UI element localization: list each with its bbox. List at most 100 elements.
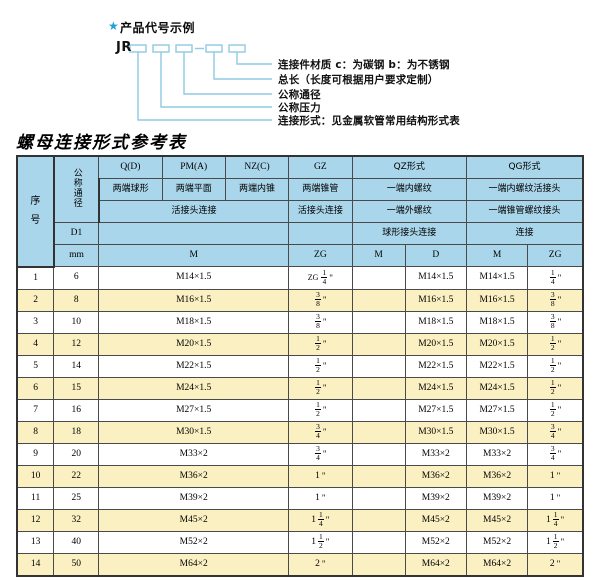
- cell-qz-d: M18×1.5: [404, 310, 467, 334]
- table-row: 11 25 M39×2 1 " M39×2 M39×2 1 ": [16, 486, 585, 510]
- cell-qz-m: [351, 376, 406, 400]
- cell-qg-zg: 1 ": [527, 486, 585, 510]
- cell-gz: 1 ": [288, 486, 353, 510]
- cell-dn: 16: [53, 398, 100, 422]
- cell-dn: 20: [53, 442, 100, 466]
- cell-qg-zg: 1 4 ": [527, 266, 585, 290]
- header-group-code-0: Q(D): [98, 155, 163, 179]
- code-box-3: [175, 44, 193, 53]
- cell-thread-m: M33×2: [98, 442, 290, 466]
- header-thread-qg-zg: ZG: [527, 244, 585, 267]
- cell-dn: 25: [53, 486, 100, 510]
- bullet-star-icon: ★: [108, 19, 119, 33]
- cell-qg-m: M36×2: [465, 464, 529, 488]
- cell-qg-m: M14×1.5: [465, 266, 529, 290]
- cell-seq: 13: [16, 530, 55, 554]
- cell-qz-m: [351, 288, 406, 312]
- cell-thread-m: M64×2: [98, 552, 290, 577]
- cell-thread-m: M22×1.5: [98, 354, 290, 378]
- cell-seq: 11: [16, 486, 55, 510]
- cell-thread-m: M14×1.5: [98, 266, 290, 290]
- table-row: 5 14 M22×1.5 1 2 " M22×1.5 M22×1.5 1 2 ": [16, 354, 585, 378]
- cell-seq: 3: [16, 310, 55, 334]
- cell-gz: 3 8 ": [288, 288, 353, 312]
- cell-qg-zg: 3 8 ": [527, 310, 585, 334]
- cell-qg-zg: 1 2 ": [527, 332, 585, 356]
- cell-gz: 1 ": [288, 464, 353, 488]
- diagram-note-diameter: 公称通径: [278, 89, 321, 101]
- cell-gz: 1 1 2 ": [288, 530, 353, 554]
- header-group-type-1: 两端平面: [161, 178, 226, 201]
- diagram-note-material: 连接件材质 c：为碳钢 b：为不锈钢: [278, 59, 450, 71]
- header-thread-qz-d: D: [404, 244, 467, 267]
- cell-gz: 1 2 ": [288, 398, 353, 422]
- cell-qg-zg: 2 ": [527, 552, 585, 577]
- diagram-note-length: 总长（长度可根据用户要求定制）: [278, 74, 439, 86]
- cell-dn: 12: [53, 332, 100, 356]
- cell-qg-m: M39×2: [465, 486, 529, 510]
- product-code-diagram: ★ 产品代号示例 JR 连接件材质 c：为碳钢 b：为不锈钢 总长（长度可根据用…: [0, 0, 600, 128]
- cell-thread-m: M52×2: [98, 530, 290, 554]
- code-box-2: [152, 44, 170, 53]
- table-row: 10 22 M36×2 1 " M36×2 M36×2 1 ": [16, 464, 585, 488]
- cell-dn: 8: [53, 288, 100, 312]
- cell-qg-m: M30×1.5: [465, 420, 529, 444]
- header-group-conn2-4: 球形接头连接: [351, 222, 467, 245]
- cell-qz-m: [351, 310, 406, 334]
- cell-gz: 1 1 4 ": [288, 508, 353, 532]
- header-blank-b: [288, 222, 353, 245]
- cell-thread-m: M24×1.5: [98, 376, 290, 400]
- cell-dn: 10: [53, 310, 100, 334]
- cell-qz-d: M39×2: [404, 486, 467, 510]
- cell-thread-m: M39×2: [98, 486, 290, 510]
- table-header-row-code: 序 号 公称通径 Q(D) PM(A) NZ(C) GZ QZ形式 QG形式: [16, 155, 584, 268]
- header-group-code-4: QZ形式: [351, 155, 467, 179]
- header-group-type-3: 两端锥管: [288, 178, 353, 201]
- cell-qz-m: [351, 530, 406, 554]
- cell-qz-m: [351, 354, 406, 378]
- cell-qg-zg: 1 ": [527, 464, 585, 488]
- cell-qg-m: M16×1.5: [465, 288, 529, 312]
- cell-dn: 40: [53, 530, 100, 554]
- code-prefix-label: JR: [116, 40, 132, 55]
- cell-thread-m: M45×2: [98, 508, 290, 532]
- header-thread-gz: ZG: [288, 244, 353, 267]
- header-group-conn-3: 活接头连接: [288, 200, 353, 223]
- cell-gz: 1 2 ": [288, 354, 353, 378]
- cell-qg-zg: 1 2 ": [527, 376, 585, 400]
- cell-qz-d: M14×1.5: [404, 266, 467, 290]
- cell-qz-m: [351, 332, 406, 356]
- cell-qg-m: M22×1.5: [465, 354, 529, 378]
- cell-qz-m: [351, 266, 406, 290]
- table-row: 8 18 M30×1.5 3 4 " M30×1.5 M30×1.5 3 4 ": [16, 420, 585, 444]
- table-header-row-d1: D1 球形接头连接 连接: [17, 222, 584, 245]
- cell-thread-m: M27×1.5: [98, 398, 290, 422]
- cell-dn: 32: [53, 508, 100, 532]
- header-dn-unit: mm: [52, 244, 100, 267]
- cell-gz: 3 8 ": [288, 310, 353, 334]
- cell-qz-d: M27×1.5: [404, 398, 467, 422]
- cell-seq: 4: [16, 332, 55, 356]
- cell-qg-zg: 1 1 4 ": [527, 508, 585, 532]
- spec-table-container: 序 号 公称通径 Q(D) PM(A) NZ(C) GZ QZ形式 QG形式 两…: [16, 155, 585, 577]
- cell-thread-m: M16×1.5: [98, 288, 290, 312]
- cell-dn: 18: [53, 420, 100, 444]
- cell-gz: 3 4 ": [288, 420, 353, 444]
- cell-qz-m: [351, 486, 406, 510]
- cell-seq: 6: [16, 376, 55, 400]
- header-thread-qg-m: M: [465, 244, 529, 267]
- header-group-conn-5: 一端锥管螺纹接头: [465, 200, 584, 223]
- header-seq-line1: 序: [30, 196, 41, 208]
- header-group-type-2: 两端内锥: [224, 178, 290, 201]
- cell-qg-zg: 3 8 ": [527, 288, 585, 312]
- table-row: 7 16 M27×1.5 1 2 " M27×1.5 M27×1.5 1 2 ": [16, 398, 585, 422]
- cell-seq: 14: [16, 552, 55, 577]
- table-row: 2 8 M16×1.5 3 8 " M16×1.5 M16×1.5 3 8 ": [16, 288, 585, 312]
- header-group-conn-4: 一端外螺纹: [351, 200, 467, 223]
- cell-seq: 8: [16, 420, 55, 444]
- diagram-note-conn-type: 连接形式：见金属软管常用结构形式表: [278, 115, 460, 127]
- table-row: 9 20 M33×2 3 4 " M33×2 M33×2 3 4 ": [16, 442, 585, 466]
- cell-qz-m: [351, 420, 406, 444]
- cell-seq: 1: [16, 266, 55, 290]
- table-row: 13 40 M52×2 1 1 2 " M52×2 M52×2 1 1 2 ": [16, 530, 585, 554]
